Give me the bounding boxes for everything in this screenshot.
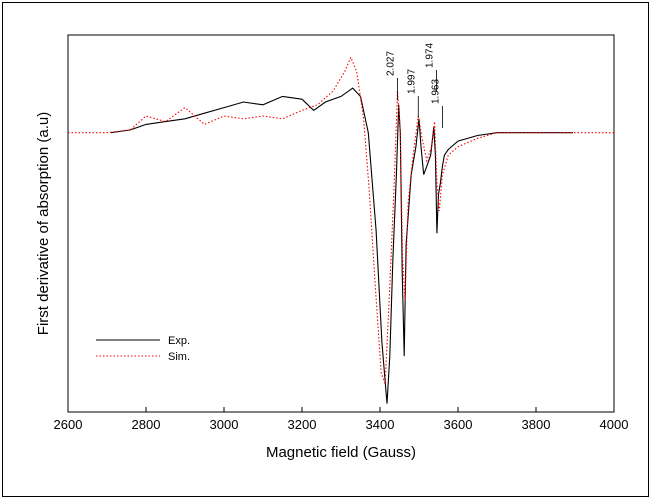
x-tick-label: 2800 [132, 417, 161, 432]
x-tick-label: 3000 [210, 417, 239, 432]
x-axis-title: Magnetic field (Gauss) [266, 444, 416, 461]
legend: Exp. Sim. [96, 335, 190, 363]
figure-frame [2, 2, 649, 497]
peak-label: 1.974 [425, 43, 436, 68]
peak-label: 1.997 [406, 69, 417, 94]
plot-area [67, 34, 615, 413]
x-tick-label: 3400 [366, 417, 395, 432]
series-line-exp [110, 87, 573, 404]
peak-label: 1.963 [430, 79, 441, 104]
peak-label: 2.027 [386, 51, 397, 76]
legend-label: Exp. [168, 335, 190, 347]
x-tick-label: 3800 [522, 417, 551, 432]
series-layer [68, 55, 614, 404]
legend-label: Sim. [168, 351, 190, 363]
x-axis: 2600 2800 3000 3200 3400 3600 3800 4000 [54, 407, 629, 432]
x-tick-label: 3600 [444, 417, 473, 432]
x-tick-label: 2600 [54, 417, 83, 432]
series-line-sim [68, 55, 614, 385]
peak-annotations: 2.027 1.997 1.974 1.963 [386, 43, 443, 128]
x-tick-label: 4000 [600, 417, 629, 432]
y-axis-title: First derivative of absorption (a.u) [35, 112, 52, 335]
x-tick-label: 3200 [288, 417, 317, 432]
